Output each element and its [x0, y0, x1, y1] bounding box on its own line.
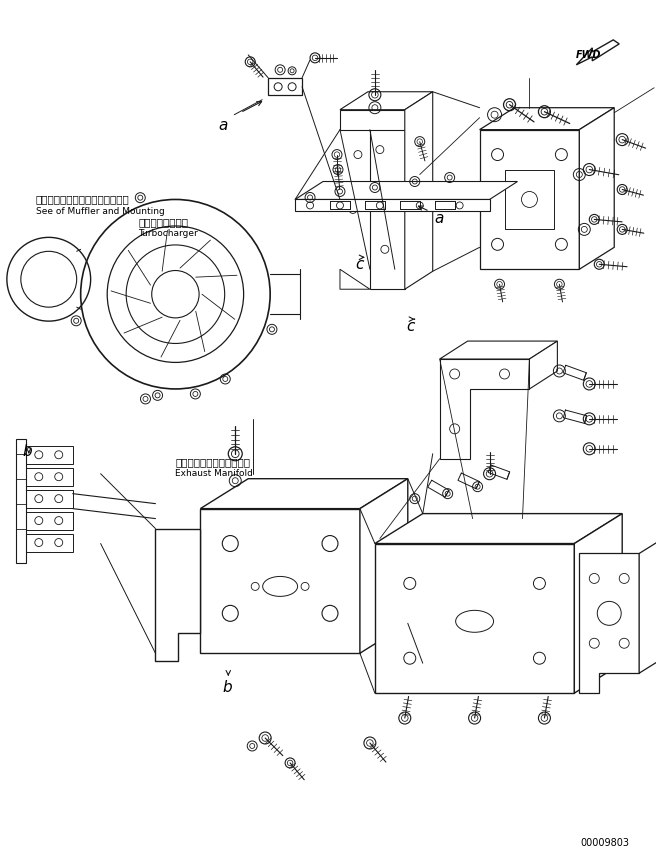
Polygon shape [576, 40, 619, 65]
Text: 00009803: 00009803 [580, 838, 629, 847]
Text: a: a [435, 212, 444, 226]
Polygon shape [26, 468, 73, 485]
Polygon shape [16, 439, 26, 564]
Polygon shape [26, 534, 73, 552]
Text: マフラおよびマウンティング参照: マフラおよびマウンティング参照 [35, 195, 129, 205]
Polygon shape [440, 341, 557, 359]
Polygon shape [480, 130, 579, 269]
Polygon shape [375, 543, 574, 693]
Polygon shape [340, 269, 370, 289]
Polygon shape [26, 490, 73, 507]
Polygon shape [200, 508, 360, 654]
Polygon shape [26, 512, 73, 530]
Polygon shape [375, 513, 622, 543]
Text: エキゾーストマニホールド: エキゾーストマニホールド [175, 456, 250, 467]
Polygon shape [340, 110, 405, 130]
Polygon shape [505, 169, 555, 230]
Polygon shape [440, 359, 530, 459]
Polygon shape [639, 524, 657, 673]
Polygon shape [480, 108, 614, 130]
Text: a: a [218, 117, 228, 133]
Polygon shape [530, 341, 557, 389]
Polygon shape [340, 92, 433, 110]
Text: b: b [222, 680, 232, 695]
Text: b: b [23, 444, 32, 459]
Text: ターボチャージャ: ターボチャージャ [139, 218, 189, 228]
Text: Turbocharger: Turbocharger [139, 230, 198, 238]
Polygon shape [26, 445, 73, 464]
Polygon shape [156, 529, 200, 661]
Polygon shape [295, 182, 518, 200]
Polygon shape [360, 479, 408, 654]
Polygon shape [268, 78, 302, 94]
Polygon shape [370, 110, 405, 289]
Text: See of Muffler and Mounting: See of Muffler and Mounting [35, 207, 164, 217]
Polygon shape [579, 553, 639, 693]
Polygon shape [295, 200, 489, 212]
Polygon shape [200, 479, 408, 508]
Text: Exhaust Manifold: Exhaust Manifold [175, 468, 254, 478]
Text: c: c [407, 319, 415, 334]
Text: c: c [355, 258, 363, 272]
Polygon shape [405, 92, 433, 289]
Polygon shape [574, 513, 622, 693]
Text: FWD: FWD [576, 50, 601, 60]
Polygon shape [579, 108, 614, 269]
